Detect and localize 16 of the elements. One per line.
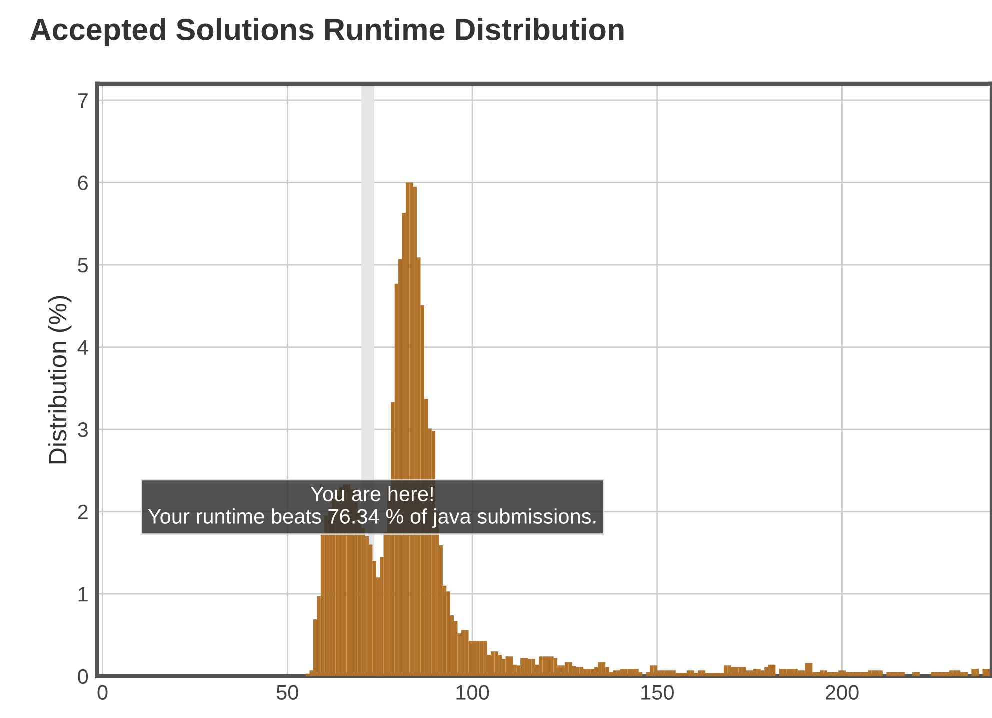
y-tick-label: 6 (78, 176, 88, 190)
y-tick-label: 5 (78, 258, 88, 273)
x-tick-label: 0 (98, 685, 108, 700)
chart-title: Accepted Solutions Runtime Distribution (30, 18, 624, 47)
y-tick-label: 1 (78, 587, 88, 602)
x-tick-label: 50 (276, 685, 298, 700)
x-tick-label: 100 (456, 685, 490, 700)
y-axis-title: Distribution (%) (48, 296, 72, 464)
y-tick-label: 4 (78, 340, 88, 355)
y-tick-label: 0 (78, 669, 88, 684)
y-tick-label: 7 (78, 94, 88, 108)
y-tick-label: 2 (78, 504, 88, 520)
x-tick-label: 150 (642, 685, 674, 700)
annotation: You are here! Your runtime beats 76.34 % of java submissions. (148, 486, 596, 528)
y-tick-label: 3 (78, 422, 88, 438)
x-tick-label: 200 (826, 685, 859, 700)
